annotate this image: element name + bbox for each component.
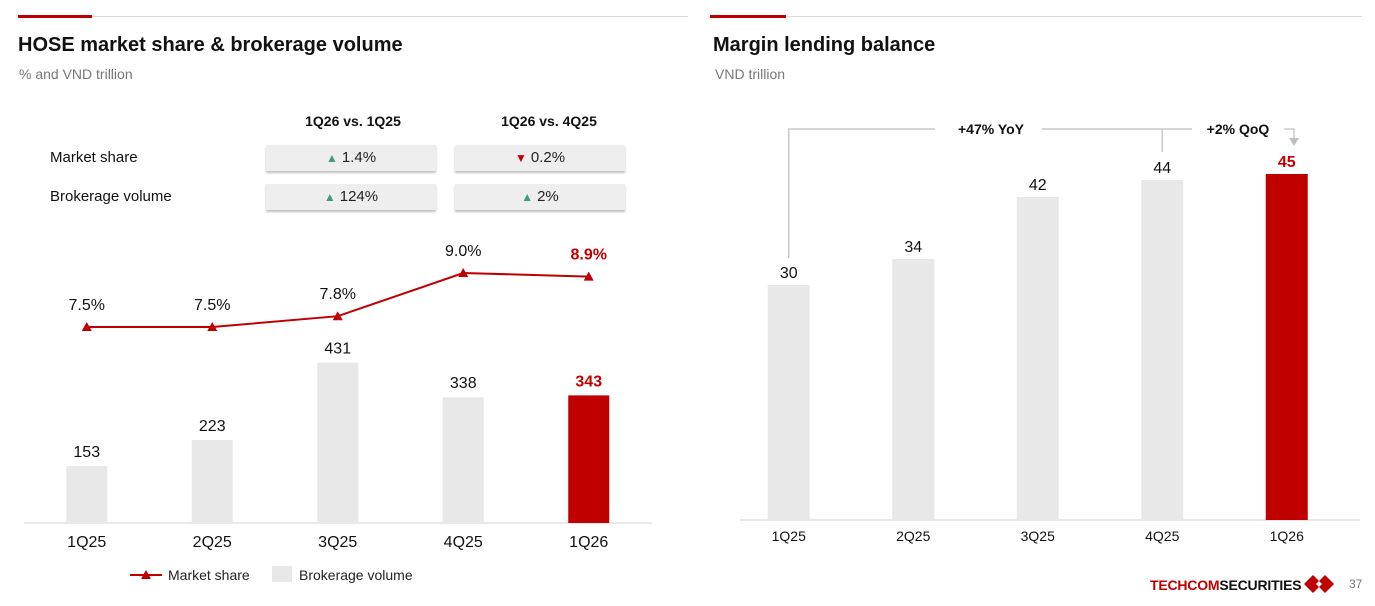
legend-label-brokerage-volume: Brokerage volume xyxy=(299,567,413,583)
left-chart-title: HOSE market share & brokerage volume xyxy=(18,34,403,56)
table-row-label-brokerage-volume: Brokerage volume xyxy=(50,188,172,205)
market-share-marker xyxy=(81,322,92,331)
margin-bar-label: 45 xyxy=(1278,154,1296,171)
up-triangle-icon: ▲ xyxy=(323,190,336,204)
x-tick-label: 1Q26 xyxy=(1270,528,1304,544)
yoy-bracket-line xyxy=(788,128,935,258)
brand-logo-text: TECHCOMSECURITIES xyxy=(1150,577,1302,593)
table-header-qoq: 1Q26 vs. 4Q25 xyxy=(501,113,597,129)
volume-bar xyxy=(191,440,233,523)
market-share-yoy-value: 1.4% xyxy=(341,149,377,166)
brand-diamond-icon xyxy=(1304,575,1334,593)
market-share-label: 9.0% xyxy=(445,243,481,260)
margin-bar xyxy=(767,285,810,520)
margin-bar-label: 42 xyxy=(1029,177,1047,194)
margin-bar-label: 34 xyxy=(904,239,922,256)
margin-bar-label: 44 xyxy=(1153,160,1171,177)
right-chart-title: Margin lending balance xyxy=(713,34,936,56)
margin-bar xyxy=(1141,180,1184,520)
brokerage-yoy-value: 124% xyxy=(339,188,379,205)
page-number: 37 xyxy=(1349,577,1363,591)
market-share-yoy-cell: ▲ 1.4% xyxy=(266,145,436,171)
volume-bar xyxy=(568,395,610,523)
brokerage-yoy-cell: ▲ 124% xyxy=(266,184,436,210)
left-top-divider xyxy=(18,16,688,17)
volume-bar-label: 343 xyxy=(575,373,602,390)
x-tick-label: 1Q25 xyxy=(67,534,106,551)
market-share-qoq-value: 0.2% xyxy=(530,149,566,166)
qoq-arrowhead-icon xyxy=(1289,138,1299,146)
market-share-marker xyxy=(332,311,343,321)
volume-bar xyxy=(66,466,108,523)
table-header-yoy: 1Q26 vs. 1Q25 xyxy=(305,113,401,129)
market-share-qoq-cell: ▼ 0.2% xyxy=(455,145,625,171)
x-tick-label: 3Q25 xyxy=(318,534,357,551)
legend-label-market-share: Market share xyxy=(168,567,250,583)
left-top-accent xyxy=(18,15,92,18)
brokerage-qoq-cell: ▲ 2% xyxy=(455,184,625,210)
right-top-accent xyxy=(710,15,786,18)
legend-marker-icon xyxy=(141,570,151,579)
margin-bar-label: 30 xyxy=(780,265,798,282)
market-share-label: 7.5% xyxy=(194,297,230,314)
brand-red-text: TECHCOM xyxy=(1150,577,1220,593)
yoy-annotation-text: +47% YoY xyxy=(958,121,1025,137)
volume-bar-label: 223 xyxy=(199,418,226,435)
margin-bar xyxy=(1016,197,1059,520)
market-share-marker xyxy=(207,322,218,331)
left-chart-subtitle: % and VND trillion xyxy=(19,66,133,82)
market-share-marker xyxy=(583,271,594,281)
down-triangle-icon: ▼ xyxy=(514,151,527,165)
margin-bar xyxy=(1265,174,1308,520)
qoq-arrow-line xyxy=(1284,128,1295,139)
x-tick-label: 2Q25 xyxy=(896,528,930,544)
margin-bar xyxy=(892,259,935,520)
up-triangle-icon: ▲ xyxy=(521,190,534,204)
left-combo-chart: 153 1Q25 223 2Q25 431 3Q25 338 4Q25 343 1Q26 7.5% 7… xyxy=(24,243,652,583)
x-tick-label: 1Q25 xyxy=(772,528,806,544)
table-row-label-market-share: Market share xyxy=(50,149,138,166)
volume-bar-label: 431 xyxy=(324,341,351,358)
x-tick-label: 1Q26 xyxy=(569,534,608,551)
right-chart-subtitle: VND trillion xyxy=(715,66,786,82)
market-share-label: 8.9% xyxy=(571,247,607,264)
up-triangle-icon: ▲ xyxy=(325,151,338,165)
right-bar-chart: 30 1Q25 34 2Q25 42 3Q25 44 4Q25 45 1Q26 +47% YoY +2… xyxy=(740,121,1360,544)
legend-bar-swatch xyxy=(272,566,292,582)
x-tick-label: 4Q25 xyxy=(444,534,483,551)
market-share-marker xyxy=(458,268,469,277)
x-tick-label: 3Q25 xyxy=(1021,528,1055,544)
x-tick-label: 4Q25 xyxy=(1145,528,1179,544)
volume-bar xyxy=(442,397,484,523)
volume-bar xyxy=(317,362,359,523)
market-share-label: 7.5% xyxy=(69,297,105,314)
right-top-divider xyxy=(710,16,1362,17)
x-tick-label: 2Q25 xyxy=(193,534,232,551)
volume-bar-label: 153 xyxy=(73,444,100,461)
market-share-label: 7.8% xyxy=(320,286,356,303)
brand-dark-text: SECURITIES xyxy=(1219,577,1302,593)
volume-bar-label: 338 xyxy=(450,375,477,392)
qoq-annotation-text: +2% QoQ xyxy=(1207,121,1270,137)
brokerage-qoq-value: 2% xyxy=(537,188,559,205)
